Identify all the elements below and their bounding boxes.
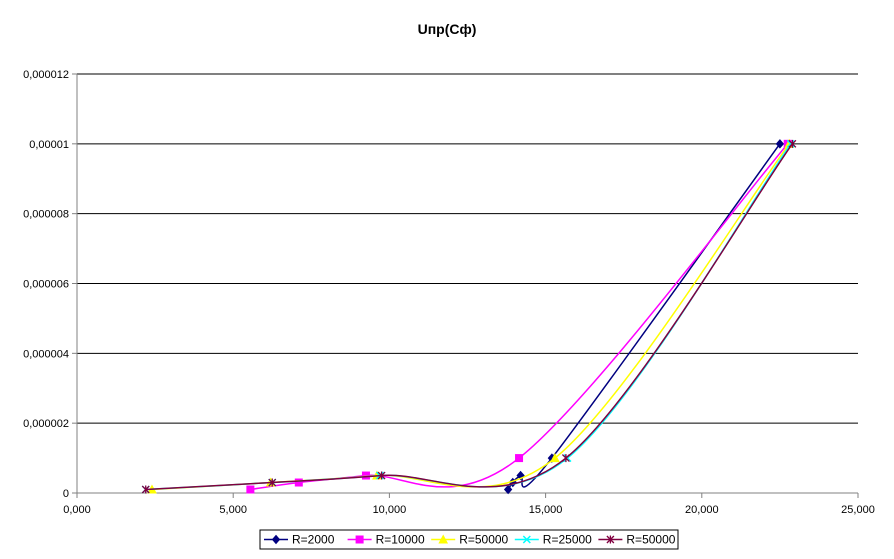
legend-label: R=10000 — [376, 533, 425, 547]
legend-label: R=50000 — [459, 533, 508, 547]
data-point — [246, 485, 255, 494]
grid — [77, 73, 858, 424]
series-line — [507, 143, 781, 490]
series-line — [151, 143, 790, 491]
axes: 0 0,000002 0,000004 0,000006 0,000008 0,00001… — [23, 69, 875, 516]
series-5 — [141, 139, 797, 494]
legend-marker — [438, 534, 449, 544]
x-tick-label: 0,000 — [63, 504, 91, 516]
y-tick-label: 0,000006 — [23, 279, 69, 291]
data-point — [294, 478, 303, 487]
data-point — [775, 139, 785, 149]
x-tick-label: 15,000 — [529, 504, 563, 516]
series-3 — [147, 138, 795, 494]
series-1 — [503, 139, 785, 495]
legend-label: R=50000 — [626, 533, 675, 547]
y-tick-label: 0,000004 — [23, 348, 69, 360]
data-point — [786, 139, 795, 148]
legend-item: R=50000 — [598, 533, 676, 547]
data-point — [503, 484, 513, 495]
series-line — [145, 143, 794, 491]
x-tick-label: 5,000 — [219, 504, 247, 516]
y-tick-label: 0,000008 — [23, 209, 69, 221]
x-tick-label: 25,000 — [841, 504, 875, 516]
legend-label: R=2000 — [292, 533, 335, 547]
legend-item: R=50000 — [431, 533, 509, 547]
y-tick-label: 0,000002 — [23, 418, 69, 430]
legend-marker — [271, 534, 281, 545]
y-tick-label: 0,00001 — [29, 139, 69, 151]
data-point — [788, 139, 797, 148]
y-tick-label: 0,000012 — [23, 69, 69, 81]
chart-title: Uпр(Cф) — [418, 21, 477, 37]
series-layer — [141, 138, 797, 495]
legend-marker — [606, 535, 615, 544]
series-line — [145, 143, 792, 491]
data-point — [550, 453, 560, 463]
x-tick-label: 10,000 — [373, 504, 407, 516]
series-4 — [141, 139, 795, 494]
data-point — [561, 454, 570, 463]
legend: R=2000 R=10000 R=50000 R=25000 R=50000 — [259, 529, 679, 550]
x-tick-label: 20,000 — [685, 504, 719, 516]
data-point — [141, 485, 150, 494]
legend-item: R=2000 — [264, 533, 335, 547]
legend-label: R=25000 — [543, 533, 592, 547]
data-point — [377, 471, 386, 480]
series-2 — [246, 139, 792, 494]
legend-item: R=10000 — [347, 533, 425, 547]
legend-box — [259, 529, 679, 550]
legend-item: R=25000 — [514, 533, 592, 547]
data-point — [515, 454, 524, 463]
y-tick-label: 0 — [63, 488, 69, 500]
legend-marker — [355, 535, 364, 544]
data-point — [268, 478, 277, 487]
legend-marker — [522, 535, 531, 544]
series-line — [250, 143, 789, 491]
